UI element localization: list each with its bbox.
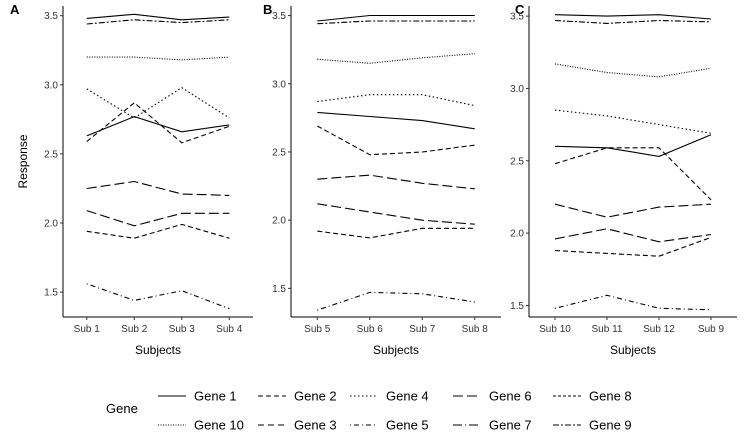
series-line-gene-6 (554, 228, 712, 243)
panel-label: B (263, 2, 272, 17)
panel-a: A 1.5 2.0 2.5 3.0 3.5 Sub 1 Sub 2 Sub 3 Sub 4 Subj… (10, 2, 253, 357)
legend: Gene Gene 1 Gene 2 Gene 4 Gene 6 Gene 8Gene … (106, 389, 632, 433)
panel-label: C (515, 2, 525, 17)
series-line-gene-9 (554, 19, 712, 24)
x-tick-label: Sub 3 (169, 324, 196, 335)
series-line-gene-4 (317, 94, 475, 107)
series-line-gene-5 (554, 134, 712, 157)
y-tick-label: 3.5 (510, 12, 524, 23)
legend-label: Gene 6 (489, 389, 532, 404)
series-line-gene-5 (86, 116, 230, 137)
y-tick-label: 2.0 (44, 219, 58, 230)
x-axis-title: Subjects (373, 343, 419, 357)
legend-item-gene-5: Gene 5 (350, 418, 429, 433)
x-tick-label: Sub 12 (643, 324, 675, 335)
y-tick-label: 3.0 (44, 80, 58, 91)
y-tick-label: 2.0 (510, 229, 524, 240)
legend-label: Gene 1 (194, 389, 237, 404)
y-tick-label: 3.0 (272, 79, 286, 90)
legend-label: Gene 2 (294, 389, 337, 404)
legend-item-gene-9: Gene 9 (553, 418, 632, 433)
series-line-gene-10 (554, 63, 712, 78)
series-line-gene-2 (317, 125, 475, 156)
legend-item-gene-8: Gene 8 (553, 389, 632, 404)
y-tick-label: 2.5 (510, 156, 524, 167)
x-tick-label: Sub 6 (357, 324, 384, 335)
series-line-gene-1 (317, 14, 475, 22)
legend-items: Gene 1 Gene 2 Gene 4 Gene 6 Gene 8 Gene 10 Gen… (158, 389, 632, 433)
x-tick-label: Sub 10 (539, 324, 571, 335)
y-tick-label: 2.5 (44, 149, 58, 160)
legend-item-gene-3: Gene 3 (258, 418, 337, 433)
series-line-gene-8 (317, 291, 475, 311)
y-tick-label: 1.5 (272, 284, 286, 295)
y-tick-label: 3.5 (44, 11, 58, 22)
legend-item-gene-4: Gene 4 (350, 389, 429, 404)
series-line-gene-4 (554, 109, 712, 134)
series-line-gene-7 (554, 236, 712, 257)
series-line-gene-9 (317, 20, 475, 25)
legend-item-gene-10: Gene 10 (158, 418, 244, 433)
series-line-gene-1 (554, 14, 712, 20)
series-line-gene-4 (86, 86, 230, 119)
x-tick-label: Sub 4 (216, 324, 243, 335)
panel-c: C 1.5 2.0 2.5 3.0 3.5 Sub 10 Sub 11 Sub 12 Sub 9 S… (510, 2, 737, 357)
series-line-gene-6 (86, 210, 230, 227)
series-line-gene-10 (86, 56, 230, 61)
y-tick-label: 3.5 (272, 11, 286, 22)
y-tick-label: 1.5 (44, 288, 58, 299)
x-tick-label: Sub 7 (409, 324, 436, 335)
x-tick-label: Sub 2 (121, 324, 148, 335)
panel-label: A (10, 2, 20, 17)
series-line-gene-8 (86, 283, 230, 310)
panel-b: B 1.5 2.0 2.5 3.0 3.5 Sub 5 Sub 6 Sub 7 Sub 8 Subj… (263, 2, 501, 357)
legend-item-gene-2: Gene 2 (258, 389, 337, 404)
legend-label: Gene 9 (589, 418, 632, 433)
series-line-gene-10 (317, 53, 475, 64)
x-tick-label: Sub 1 (74, 324, 101, 335)
y-tick-label: 1.5 (510, 301, 524, 312)
x-tick-label: Sub 11 (592, 324, 623, 335)
legend-label: Gene 5 (386, 418, 429, 433)
legend-item-gene-7: Gene 7 (453, 418, 532, 433)
legend-label: Gene 3 (294, 418, 337, 433)
series-line-gene-1 (86, 13, 230, 21)
x-tick-label: Sub 5 (304, 324, 331, 335)
legend-label: Gene 8 (589, 389, 632, 404)
legend-item-gene-6: Gene 6 (453, 389, 532, 404)
series-line-gene-6 (317, 203, 475, 225)
x-axis-title: Subjects (610, 343, 656, 357)
y-tick-label: 2.0 (272, 216, 286, 227)
x-tick-label: Sub 9 (698, 324, 725, 335)
legend-title: Gene (106, 401, 138, 416)
x-tick-label: Sub 8 (462, 324, 489, 335)
legend-label: Gene 7 (489, 418, 532, 433)
series-line-gene-7 (317, 227, 475, 239)
y-axis-title: Response (16, 134, 30, 188)
y-tick-label: 3.0 (510, 84, 524, 95)
series-line-gene-2 (554, 147, 712, 201)
series-line-gene-7 (86, 223, 230, 239)
legend-item-gene-1: Gene 1 (158, 389, 237, 404)
series-line-gene-9 (86, 19, 230, 25)
series-line-gene-8 (554, 294, 712, 311)
panels: A 1.5 2.0 2.5 3.0 3.5 Sub 1 Sub 2 Sub 3 Sub 4 Subj… (10, 2, 737, 357)
series-line-gene-3 (554, 203, 712, 218)
y-tick-label: 2.5 (272, 147, 286, 158)
x-axis-title: Subjects (135, 343, 181, 357)
legend-label: Gene 10 (194, 418, 244, 433)
series-line-gene-5 (317, 111, 475, 130)
series-line-gene-3 (317, 174, 475, 190)
legend-label: Gene 4 (386, 389, 429, 404)
series-line-gene-3 (86, 180, 230, 196)
series-line-gene-2 (86, 102, 230, 144)
